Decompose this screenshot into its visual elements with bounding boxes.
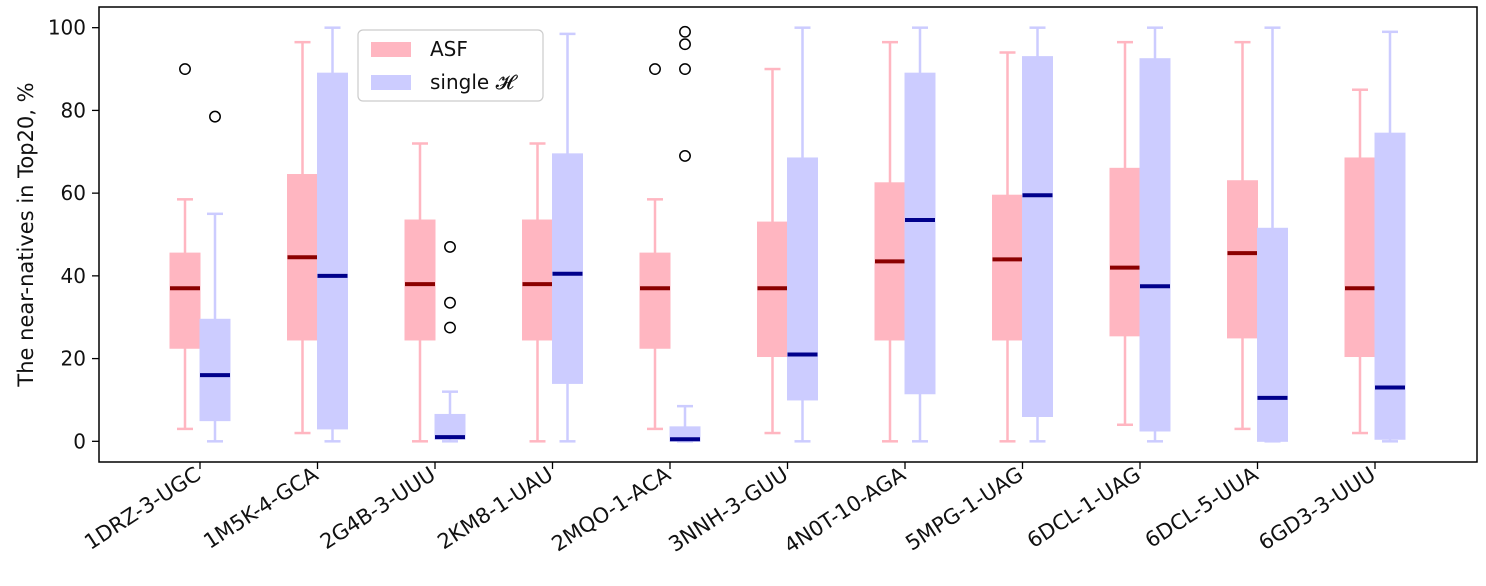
single-h-box-2mqo-1-aca xyxy=(669,25,701,443)
single-h-box-body xyxy=(199,318,231,422)
x-tick-label: 6DCL-5-UUA xyxy=(1141,462,1263,553)
y-tick-label: 0 xyxy=(73,429,86,453)
single-h-box-5mpg-1-uag xyxy=(1022,26,1053,443)
single-h-box-body xyxy=(1022,56,1053,418)
single-h-box-2km8-1-uau xyxy=(552,32,583,443)
x-tick-label: 4N0T-10-AGA xyxy=(780,462,910,558)
asf-box-6dcl-5-uua xyxy=(1227,40,1258,431)
legend-swatch-single-h xyxy=(371,75,411,90)
asf-box-6gd3-3-uuu xyxy=(1344,88,1376,435)
y-axis-label: The near-natives in Top20, % xyxy=(14,82,38,387)
single-h-box-1drz-3-ugc xyxy=(199,110,231,443)
legend-label-asf: ASF xyxy=(430,37,468,61)
single-h-outlier xyxy=(444,321,456,334)
asf-box-6dcl-1-uag xyxy=(1109,40,1141,427)
asf-box-5mpg-1-uag xyxy=(992,51,1023,443)
x-tick-label: 1DRZ-3-UGC xyxy=(80,462,205,555)
single-h-outlier xyxy=(444,296,456,309)
asf-outlier xyxy=(649,63,661,75)
asf-box-body xyxy=(1109,167,1141,337)
single-h-outlier xyxy=(444,240,456,253)
y-tick-label: 80 xyxy=(61,98,86,122)
x-tick-label: 2G4B-3-UUU xyxy=(316,462,440,554)
asf-outlier xyxy=(179,63,191,75)
single-h-outlier xyxy=(679,149,691,162)
legend-swatch-asf xyxy=(371,42,411,57)
asf-box-body xyxy=(1344,157,1376,358)
single-h-outlier xyxy=(209,110,221,123)
asf-box-2mqo-1-aca xyxy=(639,63,671,431)
y-tick-label: 20 xyxy=(61,347,86,371)
single-h-box-body xyxy=(552,153,583,384)
y-tick-label: 40 xyxy=(61,264,86,288)
asf-box-2g4b-3-uuu xyxy=(404,142,436,443)
single-h-box-body xyxy=(434,413,466,440)
single-h-box-body xyxy=(904,72,936,395)
single-h-box-6dcl-5-uua xyxy=(1257,26,1288,443)
single-h-box-6dcl-1-uag xyxy=(1139,26,1171,443)
y-tick-label: 60 xyxy=(61,181,86,205)
single-h-box-4n0t-10-aga xyxy=(904,26,936,443)
single-h-box-body xyxy=(1257,227,1288,442)
asf-box-body xyxy=(522,219,553,341)
single-h-box-body xyxy=(787,157,818,401)
single-h-box-2g4b-3-uuu xyxy=(434,240,466,443)
single-h-outlier xyxy=(679,63,691,75)
asf-box-body xyxy=(169,252,201,349)
x-tick-label: 2MQO-1-ACA xyxy=(547,462,675,557)
asf-box-body xyxy=(992,194,1023,341)
x-tick-label: 6GD3-3-UUU xyxy=(1254,462,1379,555)
y-tick-label: 100 xyxy=(48,16,86,40)
asf-box-body xyxy=(1227,180,1258,339)
asf-box-3nnh-3-guu xyxy=(757,67,788,435)
x-tick-label: 5MPG-1-UAG xyxy=(901,462,1027,555)
single-h-outlier xyxy=(679,38,691,51)
single-h-box-1m5k-4-gca xyxy=(317,26,348,443)
asf-box-body xyxy=(639,252,671,349)
single-h-box-body xyxy=(1374,132,1406,440)
x-tick-label: 6DCL-1-UAG xyxy=(1023,462,1145,553)
single-h-outlier xyxy=(679,25,691,38)
asf-box-1drz-3-ugc xyxy=(169,63,201,431)
x-tick-label: 1M5K-4-GCA xyxy=(199,462,322,554)
single-h-box-body xyxy=(317,72,348,430)
asf-box-1m5k-4-gca xyxy=(287,40,318,435)
single-h-box-6gd3-3-uuu xyxy=(1374,30,1406,443)
x-tick-label: 2KM8-1-UAU xyxy=(433,462,557,554)
asf-box-body xyxy=(404,219,436,341)
legend-label-single-h: single 𝓗 xyxy=(430,70,519,94)
asf-box-4n0t-10-aga xyxy=(874,40,906,443)
x-tick-label: 3NNH-3-GUU xyxy=(664,462,792,557)
single-h-box-body xyxy=(1139,58,1171,432)
asf-box-2km8-1-uau xyxy=(522,142,553,443)
legend: ASF single 𝓗 xyxy=(357,29,544,102)
single-h-box-3nnh-3-guu xyxy=(787,26,818,443)
